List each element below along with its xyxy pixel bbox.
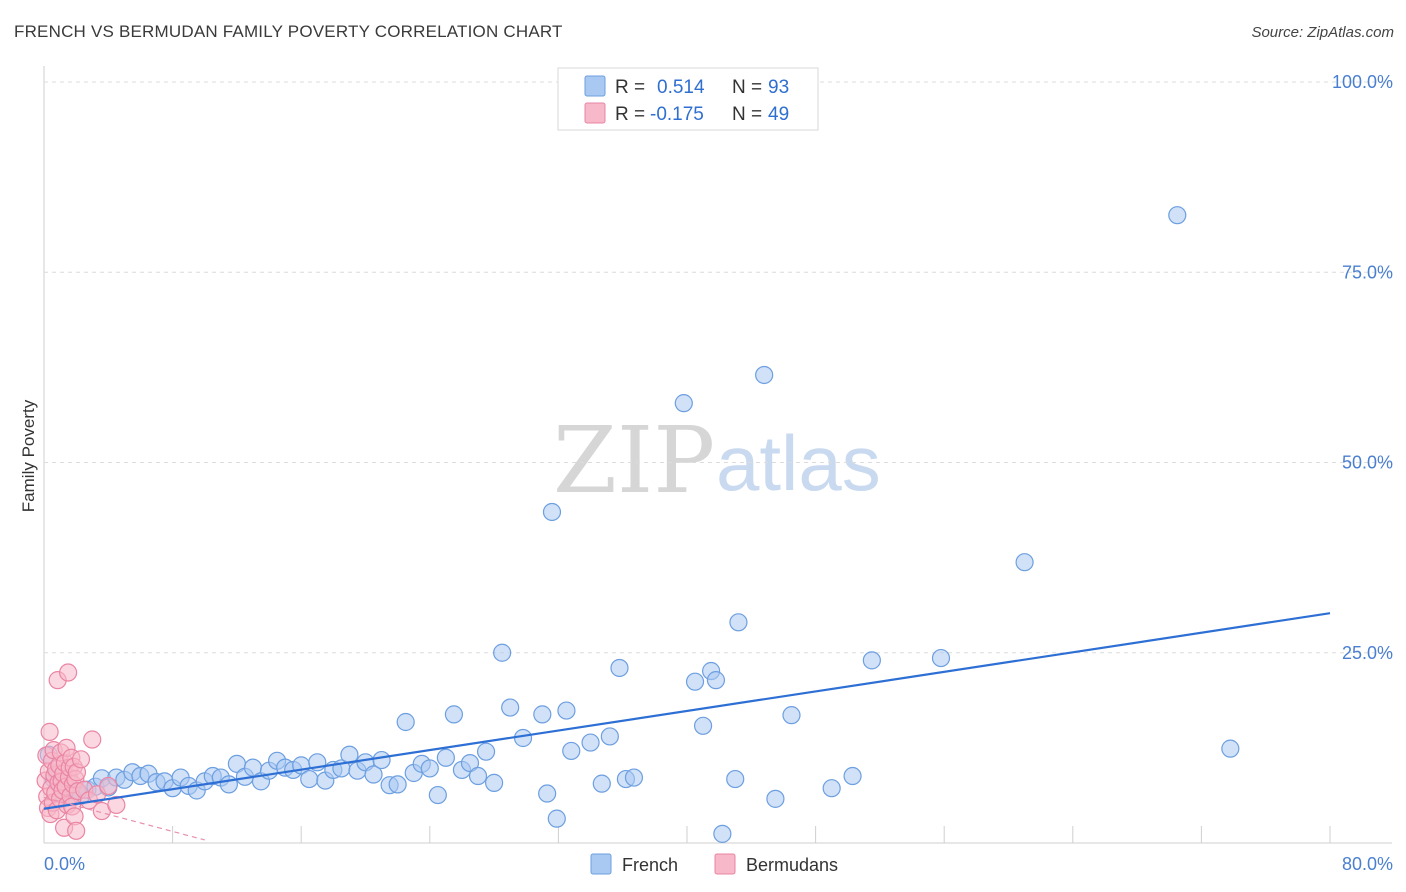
- data-point: [428, 785, 447, 805]
- bottom-legend-swatch-bermudans: [714, 853, 736, 875]
- legend-swatch-french: [584, 75, 606, 97]
- data-point: [1015, 553, 1034, 572]
- data-point: [862, 651, 881, 670]
- series-bermudans: [36, 663, 126, 840]
- legend-swatch-bermudans: [584, 102, 606, 124]
- data-point: [460, 753, 480, 773]
- data-point: [713, 824, 732, 843]
- y-tick-label: 75.0%: [1342, 262, 1393, 282]
- data-point: [513, 728, 533, 748]
- legend-n-label-french: N =: [732, 77, 762, 98]
- legend-n-value-bermudans: 49: [768, 104, 789, 125]
- data-point: [542, 502, 562, 522]
- data-point: [931, 648, 951, 668]
- data-point: [706, 671, 726, 690]
- trend-layer: [43, 612, 1331, 841]
- data-point: [729, 613, 748, 632]
- data-point: [755, 365, 774, 385]
- data-point: [476, 742, 496, 761]
- data-point: [485, 773, 504, 792]
- data-point: [693, 716, 713, 735]
- data-point: [219, 775, 238, 794]
- data-point: [300, 769, 319, 789]
- points-layer: [36, 206, 1240, 843]
- bottom-legend: French Bermudans: [590, 853, 838, 875]
- data-point: [843, 766, 862, 786]
- legend-r-label-bermudans: R =: [615, 104, 645, 125]
- data-point: [1168, 206, 1187, 225]
- data-point: [547, 809, 566, 828]
- y-tick-label: 50.0%: [1342, 453, 1393, 473]
- data-point: [562, 741, 581, 761]
- legend-n-value-french: 93: [768, 77, 789, 98]
- data-point: [468, 766, 488, 786]
- data-point: [600, 727, 619, 746]
- series-french: [39, 206, 1240, 843]
- data-point: [83, 730, 102, 749]
- data-point: [501, 698, 520, 717]
- data-point: [538, 784, 557, 803]
- data-point: [444, 705, 464, 724]
- data-point: [372, 750, 391, 770]
- legend-r-label-french: R =: [615, 77, 645, 98]
- trend-line-french: [43, 612, 1331, 810]
- data-point: [624, 768, 644, 787]
- data-point: [557, 701, 576, 720]
- source-credit: Source: ZipAtlas.com: [1251, 24, 1394, 41]
- data-point: [766, 789, 785, 808]
- data-point: [99, 776, 118, 796]
- data-point: [493, 643, 512, 662]
- bottom-legend-label-bermudans: Bermudans: [746, 855, 838, 875]
- chart-title: FRENCH VS BERMUDAN FAMILY POVERTY CORREL…: [14, 22, 563, 41]
- data-point: [420, 759, 439, 778]
- data-point: [685, 672, 705, 691]
- data-point: [59, 663, 78, 682]
- x-tick-label: 0.0%: [44, 854, 85, 874]
- data-point: [533, 705, 552, 724]
- legend-r-value-french: 0.514: [657, 77, 705, 98]
- data-point: [782, 706, 801, 725]
- legend-n-label-bermudans: N =: [732, 104, 762, 125]
- x-tick-label: 80.0%: [1342, 854, 1393, 874]
- data-point: [822, 779, 841, 798]
- data-point: [388, 775, 407, 794]
- data-point: [1221, 739, 1240, 758]
- data-point: [436, 748, 455, 767]
- y-tick-label: 25.0%: [1342, 643, 1393, 663]
- bottom-legend-label-french: French: [622, 855, 678, 875]
- top-legend: R = 0.514 N = 93 R = -0.175 N = 49: [557, 67, 819, 131]
- watermark-zip: ZIP: [553, 407, 715, 514]
- data-point: [40, 722, 59, 741]
- data-point: [107, 795, 126, 815]
- data-point: [396, 712, 415, 732]
- y-axis-label: Family Poverty: [19, 399, 38, 512]
- data-point: [592, 774, 611, 793]
- legend-r-value-bermudans: -0.175: [650, 104, 704, 125]
- data-point: [581, 733, 600, 752]
- y-tick-label: 100.0%: [1332, 72, 1393, 92]
- trend-line-bermudans: [43, 796, 205, 841]
- data-point: [364, 765, 383, 784]
- data-point: [726, 769, 745, 789]
- tick-layer: 25.0% 50.0% 75.0% 100.0% 0.0% 80.0%: [44, 72, 1393, 874]
- data-point: [67, 821, 86, 840]
- data-point: [610, 658, 629, 678]
- bottom-legend-swatch-french: [590, 853, 612, 875]
- data-point: [71, 750, 91, 769]
- data-point: [674, 394, 693, 413]
